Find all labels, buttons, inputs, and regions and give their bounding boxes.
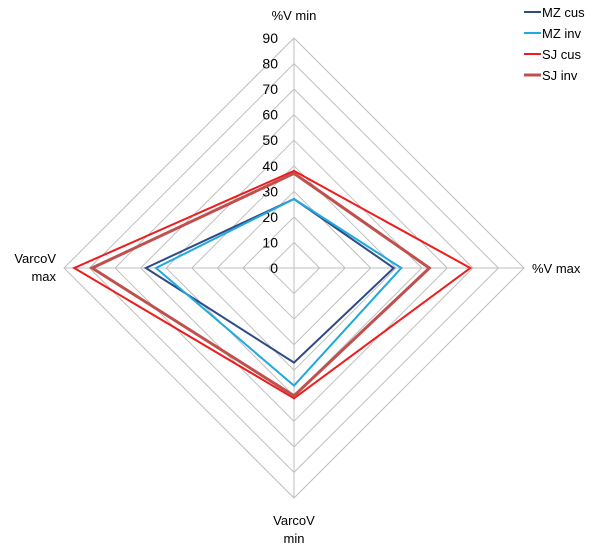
series-lines bbox=[72, 169, 473, 400]
tick-label: 80 bbox=[262, 56, 278, 72]
series-line bbox=[72, 169, 473, 400]
radar-grid bbox=[63, 37, 525, 499]
tick-label: 90 bbox=[262, 30, 278, 46]
tick-label: 70 bbox=[262, 81, 278, 97]
series-line bbox=[88, 171, 432, 398]
series-line bbox=[143, 197, 396, 364]
tick-label: 50 bbox=[262, 132, 278, 148]
axis-label: %V max bbox=[532, 261, 581, 276]
legend: MZ cus MZ inv SJ cus SJ inv bbox=[524, 5, 585, 83]
tick-label: 40 bbox=[262, 158, 278, 174]
axis-label: VarcoV max bbox=[14, 251, 56, 284]
axis-labels: %V min %V max VarcoV min VarcoV max bbox=[14, 8, 581, 545]
tick-label: 60 bbox=[262, 107, 278, 123]
axis-label: VarcoV min bbox=[273, 513, 315, 545]
tick-label: 10 bbox=[262, 234, 278, 250]
legend-label: SJ cus bbox=[542, 47, 582, 62]
axis-label: %V min bbox=[272, 8, 317, 23]
series-line bbox=[154, 197, 403, 387]
legend-label: MZ inv bbox=[542, 26, 582, 41]
legend-label: SJ inv bbox=[542, 68, 578, 83]
tick-label: 0 bbox=[270, 260, 278, 276]
legend-label: MZ cus bbox=[542, 5, 585, 20]
